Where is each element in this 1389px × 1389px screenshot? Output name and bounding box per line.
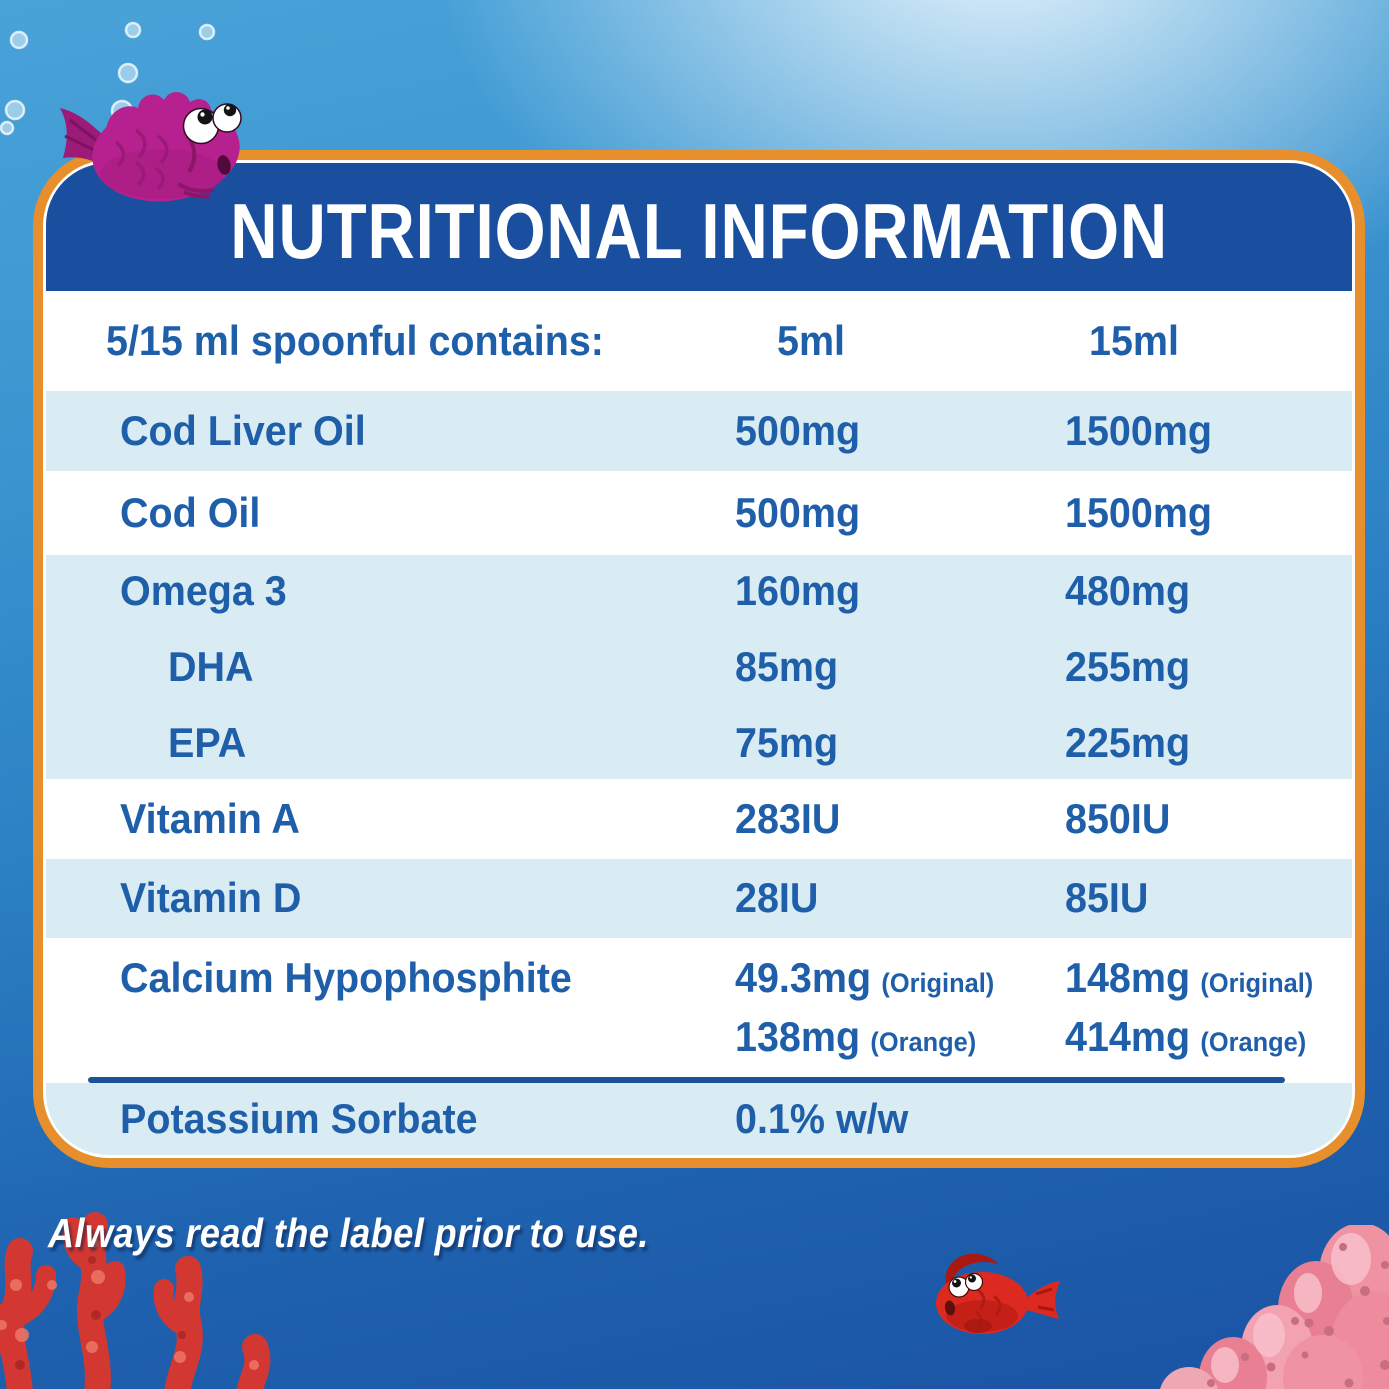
red-coral-icon xyxy=(0,1212,271,1389)
row-value-5ml: 500mg xyxy=(735,406,861,454)
row-value-5ml: 283IU xyxy=(735,794,841,842)
row-value-5ml: 0.1% w/w xyxy=(735,1094,909,1142)
header-label: 5/15 ml spoonful contains: xyxy=(106,316,604,364)
row-value-variant-note: (Original) xyxy=(881,968,995,999)
row-value-15ml: 414mg xyxy=(1065,1012,1191,1060)
row-value-5ml: 160mg xyxy=(735,566,861,614)
table-divider xyxy=(46,1077,1352,1083)
row-label: Vitamin D xyxy=(120,874,302,922)
header-col-5ml: 5ml xyxy=(777,316,846,364)
row-value-15ml: 85IU xyxy=(1065,874,1149,922)
table-row: Calcium Hypophosphite 49.3mg (Original) … xyxy=(46,938,1352,1077)
row-value-15ml: 225mg xyxy=(1065,719,1191,767)
row-value-5ml: 138mg xyxy=(735,1012,861,1060)
row-value-15ml: 1500mg xyxy=(1065,406,1213,454)
row-value-5ml: 49.3mg xyxy=(735,954,872,1002)
header-col-15ml: 15ml xyxy=(1089,316,1179,364)
table-row: Vitamin A 283IU 850IU xyxy=(46,779,1352,859)
row-value-15ml: 1500mg xyxy=(1065,488,1213,536)
row-sublabel: DHA xyxy=(168,642,254,690)
row-sublabel: EPA xyxy=(168,719,247,767)
row-label: Cod Liver Oil xyxy=(120,406,366,454)
row-value-15ml: 480mg xyxy=(1065,566,1191,614)
row-label: Omega 3 xyxy=(120,566,287,614)
purple-fish-icon xyxy=(60,91,242,202)
row-label: Cod Oil xyxy=(120,488,261,536)
red-fish-icon xyxy=(936,1253,1060,1334)
row-value-15ml: 255mg xyxy=(1065,642,1191,690)
row-value-5ml: 75mg xyxy=(735,719,839,767)
row-value-variant-note: (Orange) xyxy=(1200,1026,1307,1057)
nutrition-card: NUTRITIONAL INFORMATION 5/15 ml spoonful… xyxy=(33,150,1365,1168)
row-label: Vitamin A xyxy=(120,794,300,842)
row-value-15ml: 148mg xyxy=(1065,954,1191,1002)
table-row: Vitamin D 28IU 85IU xyxy=(46,859,1352,938)
row-value-variant-note: (Original) xyxy=(1200,968,1314,999)
table-row: Cod Oil 500mg 1500mg xyxy=(46,471,1352,555)
page-title: NUTRITIONAL INFORMATION xyxy=(230,186,1168,275)
table-row: Omega 3 160mg 480mg DHA 85mg 255mg EPA 7… xyxy=(46,555,1352,779)
nutrition-card-inner: NUTRITIONAL INFORMATION 5/15 ml spoonful… xyxy=(46,163,1352,1155)
card-header: NUTRITIONAL INFORMATION xyxy=(46,163,1352,291)
row-value-15ml: 850IU xyxy=(1065,794,1171,842)
footer-note: Always read the label prior to use. xyxy=(48,1210,649,1256)
row-label: Calcium Hypophosphite xyxy=(120,954,572,1002)
table-header-row: 5/15 ml spoonful contains: 5ml 15ml xyxy=(46,291,1352,391)
row-value-variant-note: (Orange) xyxy=(870,1026,977,1057)
pink-coral-icon xyxy=(1160,1225,1389,1389)
table-row: Cod Liver Oil 500mg 1500mg xyxy=(46,391,1352,471)
divider-line xyxy=(88,1077,1285,1083)
table-row: Potassium Sorbate 0.1% w/w xyxy=(46,1083,1352,1155)
row-value-5ml: 28IU xyxy=(735,874,819,922)
row-value-5ml: 500mg xyxy=(735,488,861,536)
row-value-5ml: 85mg xyxy=(735,642,839,690)
row-label: Potassium Sorbate xyxy=(120,1094,478,1142)
